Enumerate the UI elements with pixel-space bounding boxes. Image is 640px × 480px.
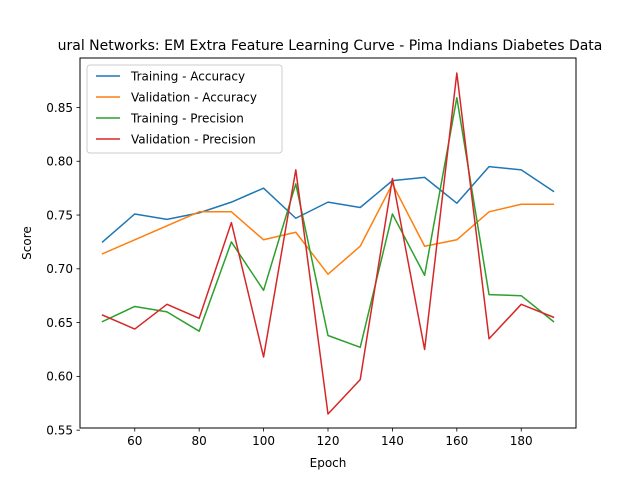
data-point-3-7: [327, 413, 330, 416]
chart-legend: Training - Accuracy Validation - Accuracy…: [86, 64, 283, 154]
data-point-2-8: [359, 346, 362, 349]
data-point-3-0: [101, 314, 104, 317]
x-tick-label: 60: [127, 434, 142, 448]
data-point-3-10: [423, 348, 426, 351]
data-point-3-5: [262, 356, 265, 359]
data-point-1-8: [359, 245, 362, 248]
data-point-1-4: [230, 210, 233, 213]
data-point-2-5: [262, 289, 265, 292]
data-point-3-2: [165, 303, 168, 306]
series-line-2: [101, 97, 555, 349]
data-point-3-13: [520, 303, 523, 306]
x-tick-label: 140: [381, 434, 404, 448]
data-point-3-4: [230, 221, 233, 224]
data-point-2-14: [552, 320, 555, 323]
data-point-0-2: [165, 218, 168, 221]
legend-label-2: Training - Precision: [130, 112, 244, 126]
data-point-1-6: [294, 231, 297, 234]
data-point-0-10: [423, 176, 426, 179]
data-point-0-14: [552, 190, 555, 193]
data-point-1-2: [165, 224, 168, 227]
series-line-1: [101, 183, 555, 275]
data-point-1-14: [552, 203, 555, 206]
data-point-0-13: [520, 168, 523, 171]
y-tick-label: 0.85: [46, 101, 73, 115]
data-point-2-13: [520, 294, 523, 297]
legend-label-3: Validation - Precision: [131, 133, 256, 147]
legend-box: [86, 64, 283, 154]
data-point-1-7: [327, 273, 330, 276]
y-tick-label: 0.55: [46, 423, 73, 437]
data-point-1-12: [488, 210, 491, 213]
data-point-3-3: [198, 317, 201, 320]
data-point-1-10: [423, 245, 426, 248]
x-tick-label: 80: [192, 434, 207, 448]
data-point-2-0: [101, 320, 104, 323]
data-point-2-9: [391, 212, 394, 215]
chart-title: ural Networks: EM Extra Feature Learning…: [58, 38, 603, 54]
x-tick-label: 100: [252, 434, 275, 448]
data-point-1-0: [101, 252, 104, 255]
data-point-0-11: [455, 202, 458, 205]
data-point-1-1: [133, 238, 136, 241]
data-point-0-8: [359, 206, 362, 209]
series-line-0: [101, 165, 555, 243]
y-tick-label: 0.75: [46, 208, 73, 222]
legend-label-1: Validation - Accuracy: [131, 91, 257, 105]
y-tick-label: 0.60: [46, 370, 73, 384]
legend-label-0: Training - Accuracy: [130, 70, 245, 84]
data-point-2-7: [327, 334, 330, 337]
data-point-3-1: [133, 328, 136, 331]
x-tick-label: 160: [445, 434, 468, 448]
data-point-0-6: [294, 217, 297, 220]
data-point-3-11: [455, 72, 458, 75]
series-layer: [101, 72, 555, 416]
x-tick-label: 180: [510, 434, 533, 448]
series-line-3: [101, 72, 555, 415]
data-point-1-13: [520, 203, 523, 206]
y-tick-label: 0.80: [46, 155, 73, 169]
data-point-2-2: [165, 310, 168, 313]
y-axis-ticks: 0.55 0.60 0.65 0.70 0.75 0.80 0.85: [46, 101, 80, 437]
data-point-2-10: [423, 274, 426, 277]
x-axis-ticks: 60 80 100 120 140 160 180: [127, 428, 533, 448]
data-point-1-3: [198, 210, 201, 213]
data-point-3-12: [488, 337, 491, 340]
data-point-1-11: [455, 238, 458, 241]
data-point-2-12: [488, 293, 491, 296]
data-point-1-5: [262, 238, 265, 241]
data-point-3-14: [552, 316, 555, 319]
data-point-0-1: [133, 212, 136, 215]
y-axis-label: Score: [20, 226, 34, 260]
x-axis-label: Epoch: [310, 456, 347, 470]
data-point-2-4: [230, 240, 233, 243]
y-tick-label: 0.65: [46, 316, 73, 330]
x-tick-label: 120: [317, 434, 340, 448]
data-point-0-0: [101, 240, 104, 243]
data-point-2-11: [455, 96, 458, 99]
data-point-3-8: [359, 378, 362, 381]
data-point-2-1: [133, 305, 136, 308]
data-point-3-6: [294, 168, 297, 171]
data-point-0-5: [262, 187, 265, 190]
data-point-2-3: [198, 330, 201, 333]
data-point-0-4: [230, 201, 233, 204]
data-point-3-9: [391, 177, 394, 180]
data-point-0-7: [327, 201, 330, 204]
data-point-0-12: [488, 165, 491, 168]
y-tick-label: 0.70: [46, 262, 73, 276]
